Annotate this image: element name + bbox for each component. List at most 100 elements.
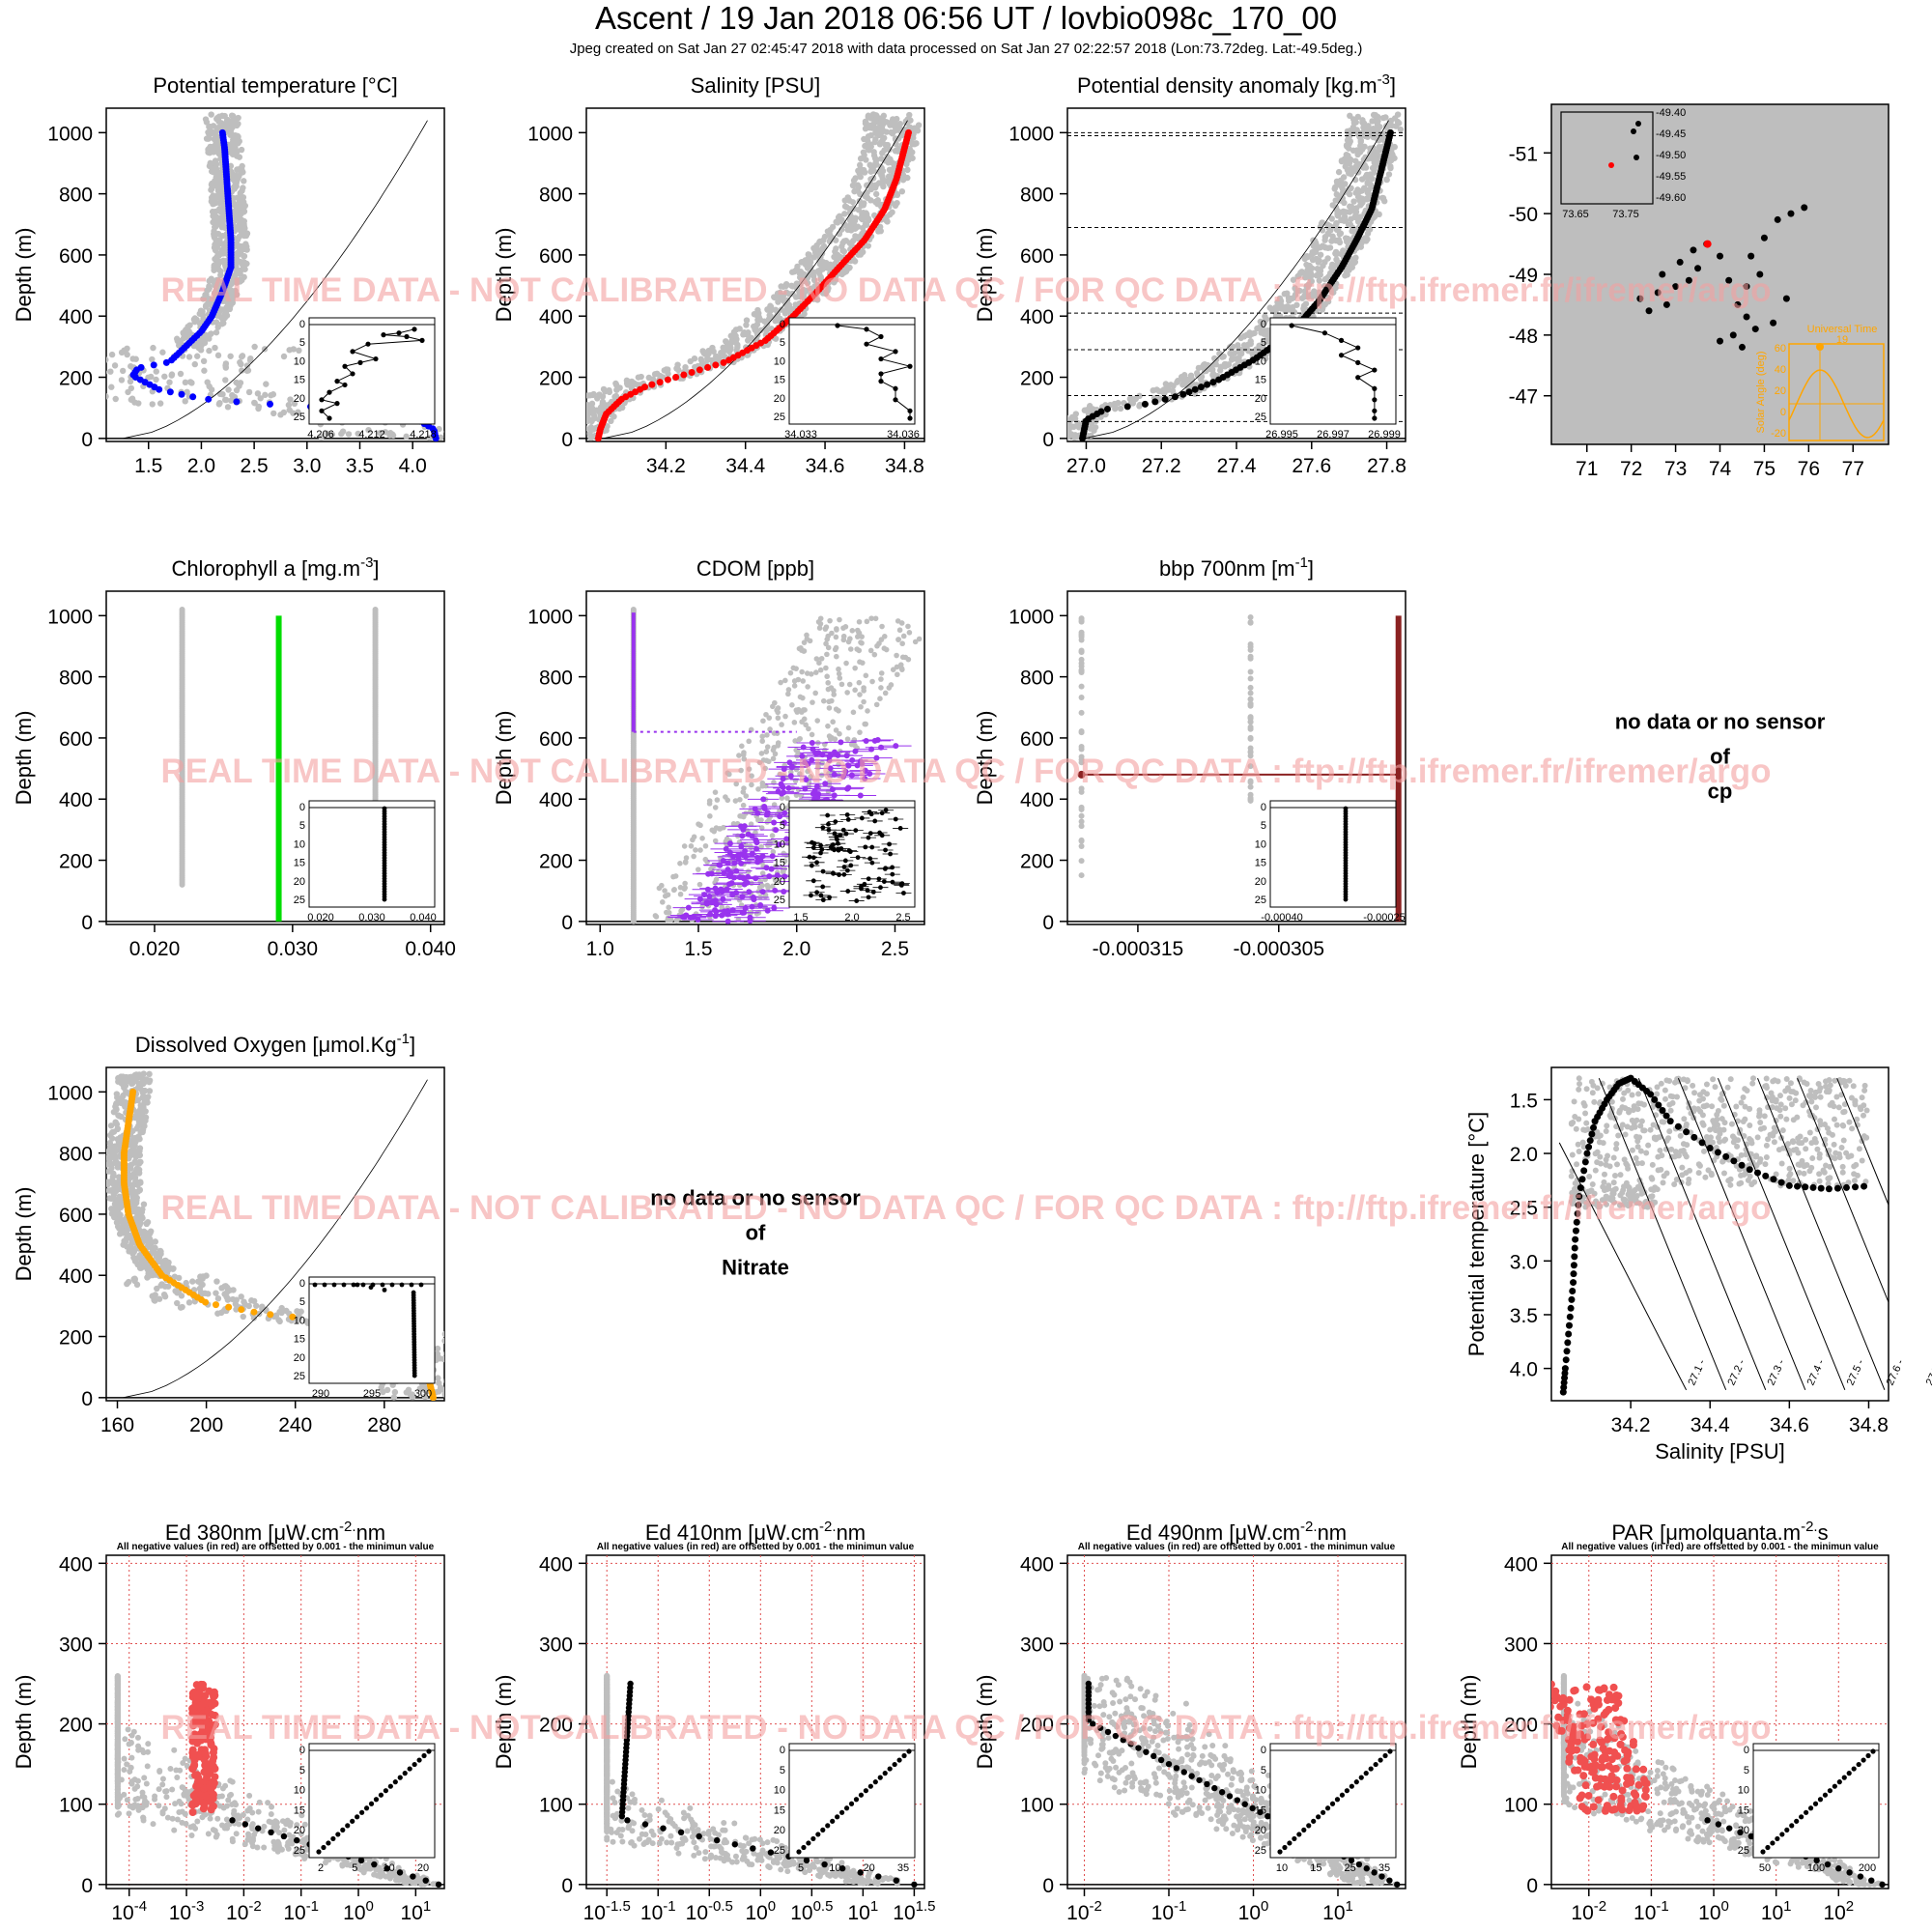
history-point <box>1201 361 1208 368</box>
cdom-point <box>845 762 852 769</box>
history-point <box>1342 272 1349 279</box>
history-point <box>1319 306 1326 313</box>
inset-point <box>327 389 332 395</box>
history-point <box>186 322 193 328</box>
history-point <box>1050 415 1056 421</box>
history-point <box>156 400 164 407</box>
profile-point <box>664 376 671 384</box>
cdom-point <box>779 790 785 797</box>
history-point <box>426 434 433 441</box>
history-point <box>724 344 730 351</box>
history-point <box>214 324 221 330</box>
history-point <box>874 197 881 204</box>
inset-y-tick: 5 <box>780 820 785 832</box>
history-point <box>743 317 751 324</box>
history-point <box>1307 275 1314 282</box>
history-point <box>210 168 216 176</box>
history-point <box>483 420 489 426</box>
history-point <box>578 412 583 418</box>
inset-point <box>844 812 850 817</box>
history-point <box>48 388 54 394</box>
profile-point <box>1179 390 1187 398</box>
panel-title: Chlorophyll a [mg.m-3] <box>171 554 379 581</box>
history-point <box>328 431 336 438</box>
history-point <box>212 157 219 164</box>
history-point <box>458 429 464 435</box>
history-point <box>882 141 890 149</box>
cdom-point <box>724 886 730 893</box>
data-point <box>859 639 865 646</box>
history-point <box>748 334 755 342</box>
data-point <box>791 720 798 725</box>
history-point <box>229 391 236 399</box>
data-point <box>764 744 771 751</box>
inset-point <box>350 371 355 377</box>
history-point <box>783 289 790 296</box>
history-point <box>1371 169 1378 176</box>
history-point <box>1310 249 1317 257</box>
history-point <box>1335 168 1343 176</box>
history-point <box>811 249 819 256</box>
history-point <box>879 150 886 156</box>
history-point <box>1293 288 1300 295</box>
track-point <box>1760 234 1768 242</box>
inset-point <box>872 818 878 824</box>
history-point <box>1258 329 1264 336</box>
history-point <box>285 402 293 409</box>
inset-point <box>862 881 867 887</box>
data-point <box>881 634 888 639</box>
history-point <box>52 379 58 384</box>
track-point <box>1774 215 1781 223</box>
cdom-point <box>772 887 779 894</box>
y-axis-label: Depth (m) <box>973 228 997 323</box>
track-point <box>1747 252 1755 260</box>
history-point <box>1365 123 1372 129</box>
data-point <box>898 620 905 626</box>
history-point <box>1317 268 1324 274</box>
inset-point <box>319 408 325 413</box>
history-point <box>843 204 850 211</box>
data-point <box>858 703 864 710</box>
history-point <box>806 251 812 258</box>
data-point <box>758 751 765 756</box>
history-point <box>213 319 220 326</box>
history-point <box>231 290 239 297</box>
history-point <box>1061 424 1066 430</box>
inset-point <box>1372 397 1378 403</box>
history-point <box>106 370 107 375</box>
history-point <box>215 252 222 259</box>
inset-point <box>867 856 873 862</box>
history-point <box>203 294 211 301</box>
inset-point <box>864 327 869 332</box>
history-point <box>854 187 862 194</box>
history-point <box>580 430 585 436</box>
history-point <box>871 138 878 146</box>
data-point <box>763 711 769 718</box>
cdom-point <box>746 889 753 895</box>
x-tick-label: 1.0 <box>586 938 614 960</box>
cdom-point <box>802 785 809 792</box>
solar-inset-y-tick: 40 <box>1775 364 1786 376</box>
inset-x-tick: 26.997 <box>1317 429 1350 440</box>
history-point <box>211 234 218 242</box>
inset-map-y-tick: -49.50 <box>1656 150 1686 161</box>
history-point <box>588 409 595 416</box>
data-point <box>759 733 766 740</box>
inset-point <box>907 363 913 369</box>
x-tick-label: 0.040 <box>405 938 456 960</box>
history-point <box>159 349 166 355</box>
y-tick-label: 400 <box>59 789 93 811</box>
y-tick-label: 1000 <box>47 123 93 145</box>
history-point <box>1324 221 1331 228</box>
history-point <box>153 368 159 375</box>
solar-inset-title: Universal Time <box>1807 324 1878 335</box>
inset-point <box>365 341 371 347</box>
history-point <box>571 421 577 427</box>
history-point <box>1253 346 1260 353</box>
history-point <box>108 351 116 358</box>
inset-track-point <box>1631 128 1636 134</box>
data-point <box>797 771 803 777</box>
history-point <box>1333 249 1341 257</box>
history-point <box>263 381 270 387</box>
inset-y-tick: 10 <box>294 355 305 367</box>
